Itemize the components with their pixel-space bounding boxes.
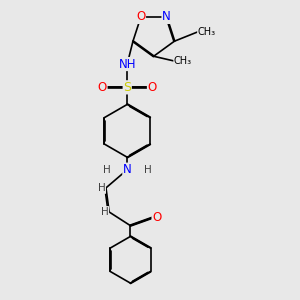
Text: S: S bbox=[123, 81, 131, 94]
Text: H: H bbox=[144, 165, 151, 175]
Text: NH: NH bbox=[118, 58, 136, 70]
Text: N: N bbox=[162, 11, 171, 23]
Text: H: H bbox=[98, 183, 106, 193]
Text: H: H bbox=[103, 165, 111, 175]
Text: CH₃: CH₃ bbox=[198, 27, 216, 37]
Text: CH₃: CH₃ bbox=[174, 56, 192, 66]
Text: O: O bbox=[98, 81, 107, 94]
Text: O: O bbox=[148, 81, 157, 94]
Text: O: O bbox=[136, 11, 146, 23]
Text: H: H bbox=[101, 207, 109, 217]
Text: O: O bbox=[152, 211, 161, 224]
Text: N: N bbox=[123, 163, 132, 176]
